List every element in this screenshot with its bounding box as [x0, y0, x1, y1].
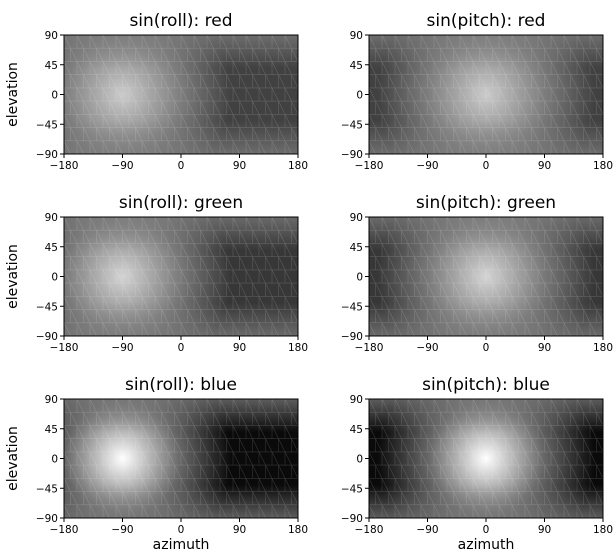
heatmap-fade: [64, 399, 298, 518]
y-tick-label: 90: [45, 212, 58, 224]
panel-1: sin(roll): red−180 −90 0 90 18090450−45−90el…: [5, 11, 308, 172]
y-axis-label: elevation: [5, 62, 21, 127]
x-tick-label: 180: [593, 342, 613, 354]
x-tick-label: −90: [111, 160, 133, 172]
y-tick-label: −45: [341, 483, 363, 495]
x-tick-label: 0: [178, 524, 185, 536]
y-tick-label: 45: [45, 424, 58, 436]
heatmap-fade: [369, 399, 603, 518]
x-tick-label: 0: [178, 160, 185, 172]
x-tick-label: 180: [288, 160, 308, 172]
y-tick-label: −90: [341, 513, 363, 525]
x-tick-label: −180: [50, 524, 79, 536]
y-tick-label: −45: [36, 301, 58, 313]
x-tick-label: 90: [538, 342, 551, 354]
x-tick-label: 180: [288, 524, 308, 536]
x-tick-label: 0: [483, 160, 490, 172]
x-tick-label: 180: [593, 160, 613, 172]
chart-title: sin(roll): blue: [125, 375, 237, 395]
y-tick-label: −45: [36, 483, 58, 495]
x-tick-label: 90: [233, 342, 246, 354]
y-tick-label: 90: [45, 394, 58, 406]
panel-4: sin(pitch): green−180 −90 0 90 18090450−45−9…: [341, 193, 613, 354]
x-tick-label: 180: [288, 342, 308, 354]
y-tick-label: 45: [45, 60, 58, 72]
x-tick-label: −90: [416, 160, 438, 172]
y-tick-label: 0: [356, 454, 363, 466]
y-tick-label: −45: [341, 301, 363, 313]
x-tick-label: 0: [483, 524, 490, 536]
x-tick-label: −90: [416, 524, 438, 536]
y-tick-label: −90: [341, 149, 363, 161]
y-tick-label: 45: [350, 60, 363, 72]
y-tick-label: 0: [51, 90, 58, 102]
y-tick-label: 0: [51, 272, 58, 284]
y-tick-label: 90: [350, 394, 363, 406]
y-tick-label: −45: [36, 119, 58, 131]
y-tick-label: −90: [36, 513, 58, 525]
chart-title: sin(roll): red: [129, 11, 232, 31]
x-tick-label: −90: [111, 524, 133, 536]
y-tick-label: 45: [350, 242, 363, 254]
panel-5: sin(roll): blue−180 −90 0 90 18090450−45−90e…: [5, 375, 308, 553]
panel-6: sin(pitch): blue−180 −90 0 90 18090450−45−90…: [341, 375, 613, 553]
x-axis-label: azimuth: [458, 537, 515, 553]
heatmap-fade: [64, 217, 298, 336]
x-tick-label: −180: [355, 160, 384, 172]
chart-title: sin(pitch): red: [427, 11, 546, 31]
chart-title: sin(roll): green: [119, 193, 243, 213]
y-tick-label: −90: [341, 331, 363, 343]
x-axis-label: azimuth: [153, 537, 210, 553]
y-tick-label: 0: [51, 454, 58, 466]
x-tick-label: −180: [50, 342, 79, 354]
panel-3: sin(roll): green−180 −90 0 90 18090450−45−90…: [5, 193, 308, 354]
y-tick-label: 45: [350, 424, 363, 436]
x-tick-label: −90: [416, 342, 438, 354]
x-tick-label: 0: [483, 342, 490, 354]
y-tick-label: 45: [45, 242, 58, 254]
x-tick-label: 0: [178, 342, 185, 354]
heatmap-fade: [64, 35, 298, 154]
y-tick-label: −45: [341, 119, 363, 131]
chart-title: sin(pitch): green: [416, 193, 556, 213]
heatmap-fade: [369, 217, 603, 336]
x-tick-label: −90: [111, 342, 133, 354]
y-tick-label: 90: [350, 30, 363, 42]
x-tick-label: 90: [233, 160, 246, 172]
x-tick-label: 180: [593, 524, 613, 536]
y-tick-label: 90: [350, 212, 363, 224]
y-tick-label: −90: [36, 331, 58, 343]
x-tick-label: −180: [50, 160, 79, 172]
chart-title: sin(pitch): blue: [422, 375, 550, 395]
x-tick-label: 90: [538, 524, 551, 536]
x-tick-label: −180: [355, 524, 384, 536]
y-axis-label: elevation: [5, 244, 21, 309]
y-tick-label: 90: [45, 30, 58, 42]
heatmap-fade: [369, 35, 603, 154]
y-tick-label: −90: [36, 149, 58, 161]
x-tick-label: −180: [355, 342, 384, 354]
y-tick-label: 0: [356, 272, 363, 284]
x-tick-label: 90: [538, 160, 551, 172]
y-tick-label: 0: [356, 90, 363, 102]
x-tick-label: 90: [233, 524, 246, 536]
y-axis-label: elevation: [5, 426, 21, 491]
